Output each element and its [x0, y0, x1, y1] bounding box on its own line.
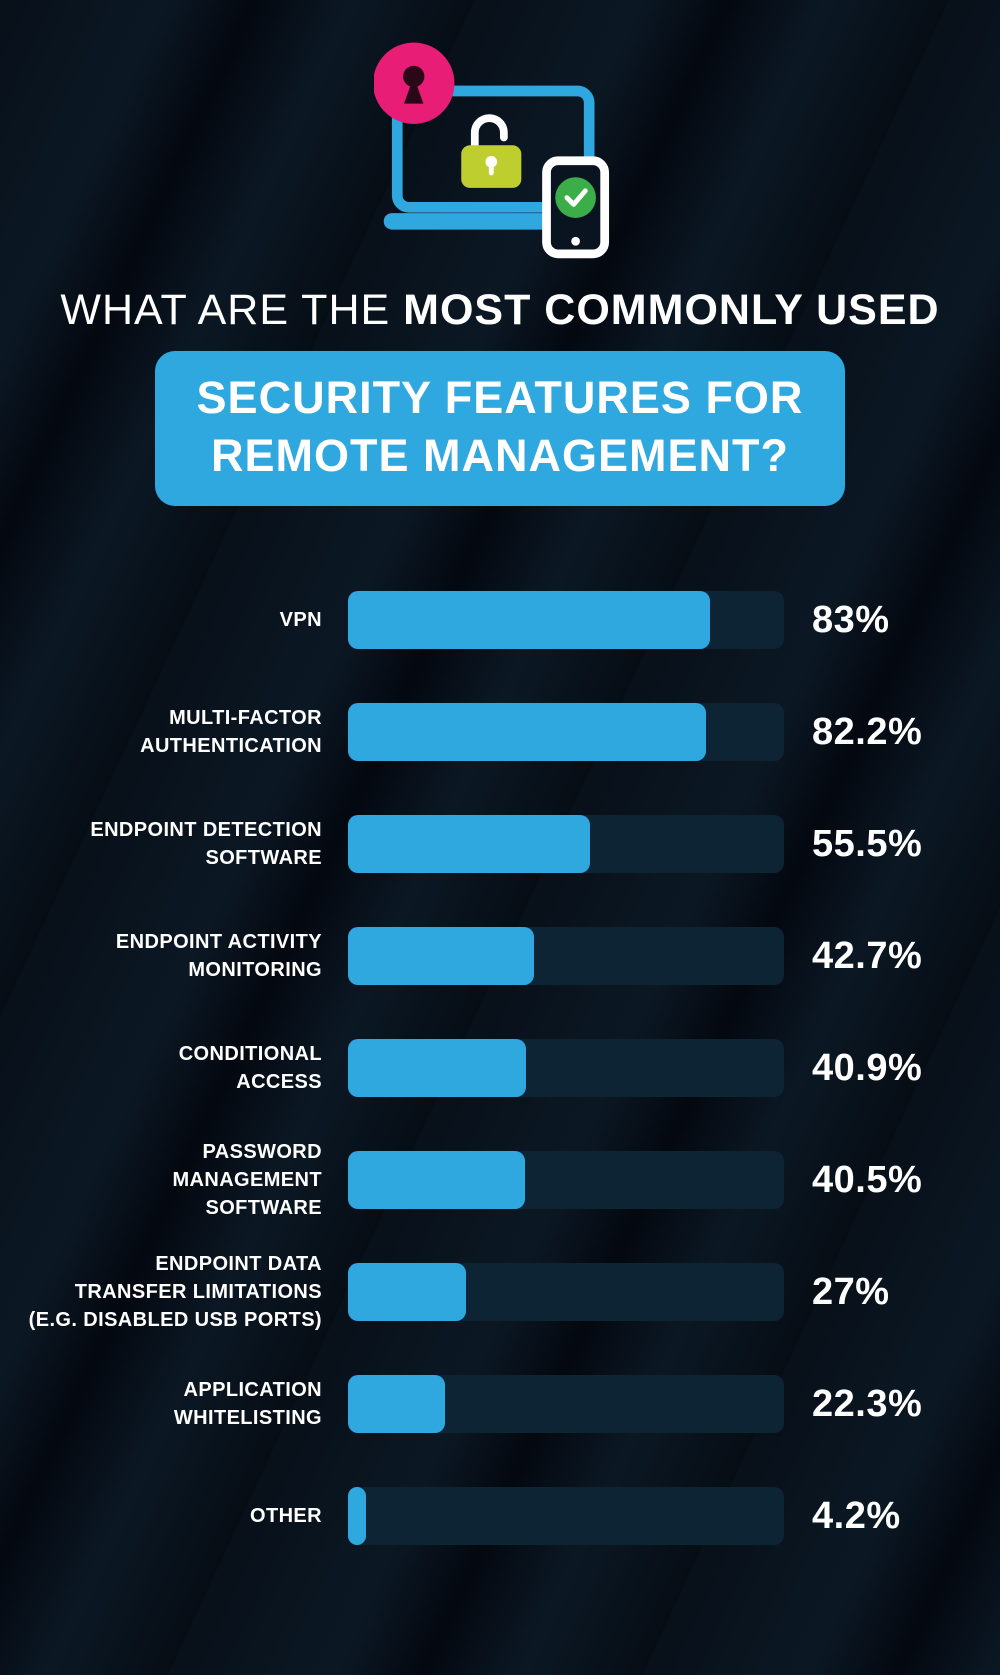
bar-track [348, 591, 784, 650]
bar-track [348, 1375, 784, 1434]
bar-track [348, 703, 784, 762]
page-title-light: WHAT ARE THE [60, 286, 404, 334]
bar-label: CONDITIONAL ACCESS [178, 1042, 322, 1094]
bar-label: VPN [279, 608, 322, 631]
bar-fill [348, 1487, 367, 1546]
bar-value: 83% [812, 598, 890, 641]
bar-track [348, 1039, 784, 1098]
bar-value: 82.2% [812, 710, 923, 753]
bar-fill [348, 591, 710, 650]
padlock-icon [461, 114, 522, 188]
bar-value: 40.5% [812, 1158, 923, 1201]
bar-track [348, 1487, 784, 1546]
bar-value: 22.3% [812, 1382, 923, 1425]
bar-row-endpoint-monitoring: ENDPOINT ACTIVITY MONITORING 42.7% [22, 900, 1000, 1012]
bar-fill [348, 1263, 466, 1322]
smartphone-icon [542, 156, 610, 259]
bar-label: ENDPOINT DATA TRANSFER LIMITATIONS (E.G.… [28, 1252, 322, 1332]
bar-track [348, 927, 784, 986]
bar-label: ENDPOINT ACTIVITY MONITORING [115, 930, 322, 982]
bar-chart: VPN 83% MULTI-FACTOR AUTHENTICATION 82.2… [0, 564, 1000, 1572]
bar-row-endpoint-detection: ENDPOINT DETECTION SOFTWARE 55.5% [22, 788, 1000, 900]
page-subtitle-box: SECURITY FEATURES FOR REMOTE MANAGEMENT? [154, 351, 846, 507]
bar-value: 42.7% [812, 934, 923, 977]
bar-label: OTHER [250, 1504, 322, 1527]
bar-row-data-transfer-limitations: ENDPOINT DATA TRANSFER LIMITATIONS (E.G.… [22, 1236, 1000, 1348]
security-devices-illustration [374, 42, 610, 259]
bar-fill [348, 1375, 446, 1434]
bar-row-password-management: PASSWORD MANAGEMENT SOFTWARE 40.5% [22, 1124, 1000, 1236]
lock-keyhole-icon [374, 42, 455, 124]
infographic-page: WHAT ARE THE MOST COMMONLY USED SECURITY… [0, 42, 1000, 1675]
bar-fill [348, 1039, 527, 1098]
bar-value: 40.9% [812, 1046, 923, 1089]
bar-row-application-whitelisting: APPLICATION WHITELISTING 22.3% [22, 1348, 1000, 1460]
laptop-icon [383, 85, 595, 230]
bar-label: PASSWORD MANAGEMENT SOFTWARE [172, 1140, 322, 1220]
bar-fill [348, 1151, 525, 1210]
bar-fill [348, 815, 590, 874]
bar-row-conditional-access: CONDITIONAL ACCESS 40.9% [22, 1012, 1000, 1124]
bar-value: 4.2% [812, 1494, 901, 1537]
bar-value: 27% [812, 1270, 890, 1313]
bar-label: MULTI-FACTOR AUTHENTICATION [140, 706, 322, 758]
page-title: WHAT ARE THE MOST COMMONLY USED [0, 286, 1000, 335]
page-title-bold: MOST COMMONLY USED [403, 286, 940, 334]
bar-fill [348, 703, 707, 762]
bar-row-vpn: VPN 83% [22, 564, 1000, 676]
bar-label: APPLICATION WHITELISTING [173, 1378, 322, 1430]
page-subtitle-line1: SECURITY FEATURES FOR [196, 372, 804, 423]
bar-row-other: OTHER 4.2% [22, 1460, 1000, 1572]
page-subtitle-line2: REMOTE MANAGEMENT? [211, 429, 789, 481]
bar-label: ENDPOINT DETECTION SOFTWARE [90, 818, 322, 870]
check-icon [555, 177, 596, 218]
bar-row-mfa: MULTI-FACTOR AUTHENTICATION 82.2% [22, 676, 1000, 788]
bar-track [348, 1263, 784, 1322]
bar-track [348, 815, 784, 874]
bar-fill [348, 927, 535, 986]
bar-value: 55.5% [812, 822, 923, 865]
bar-track [348, 1151, 784, 1210]
